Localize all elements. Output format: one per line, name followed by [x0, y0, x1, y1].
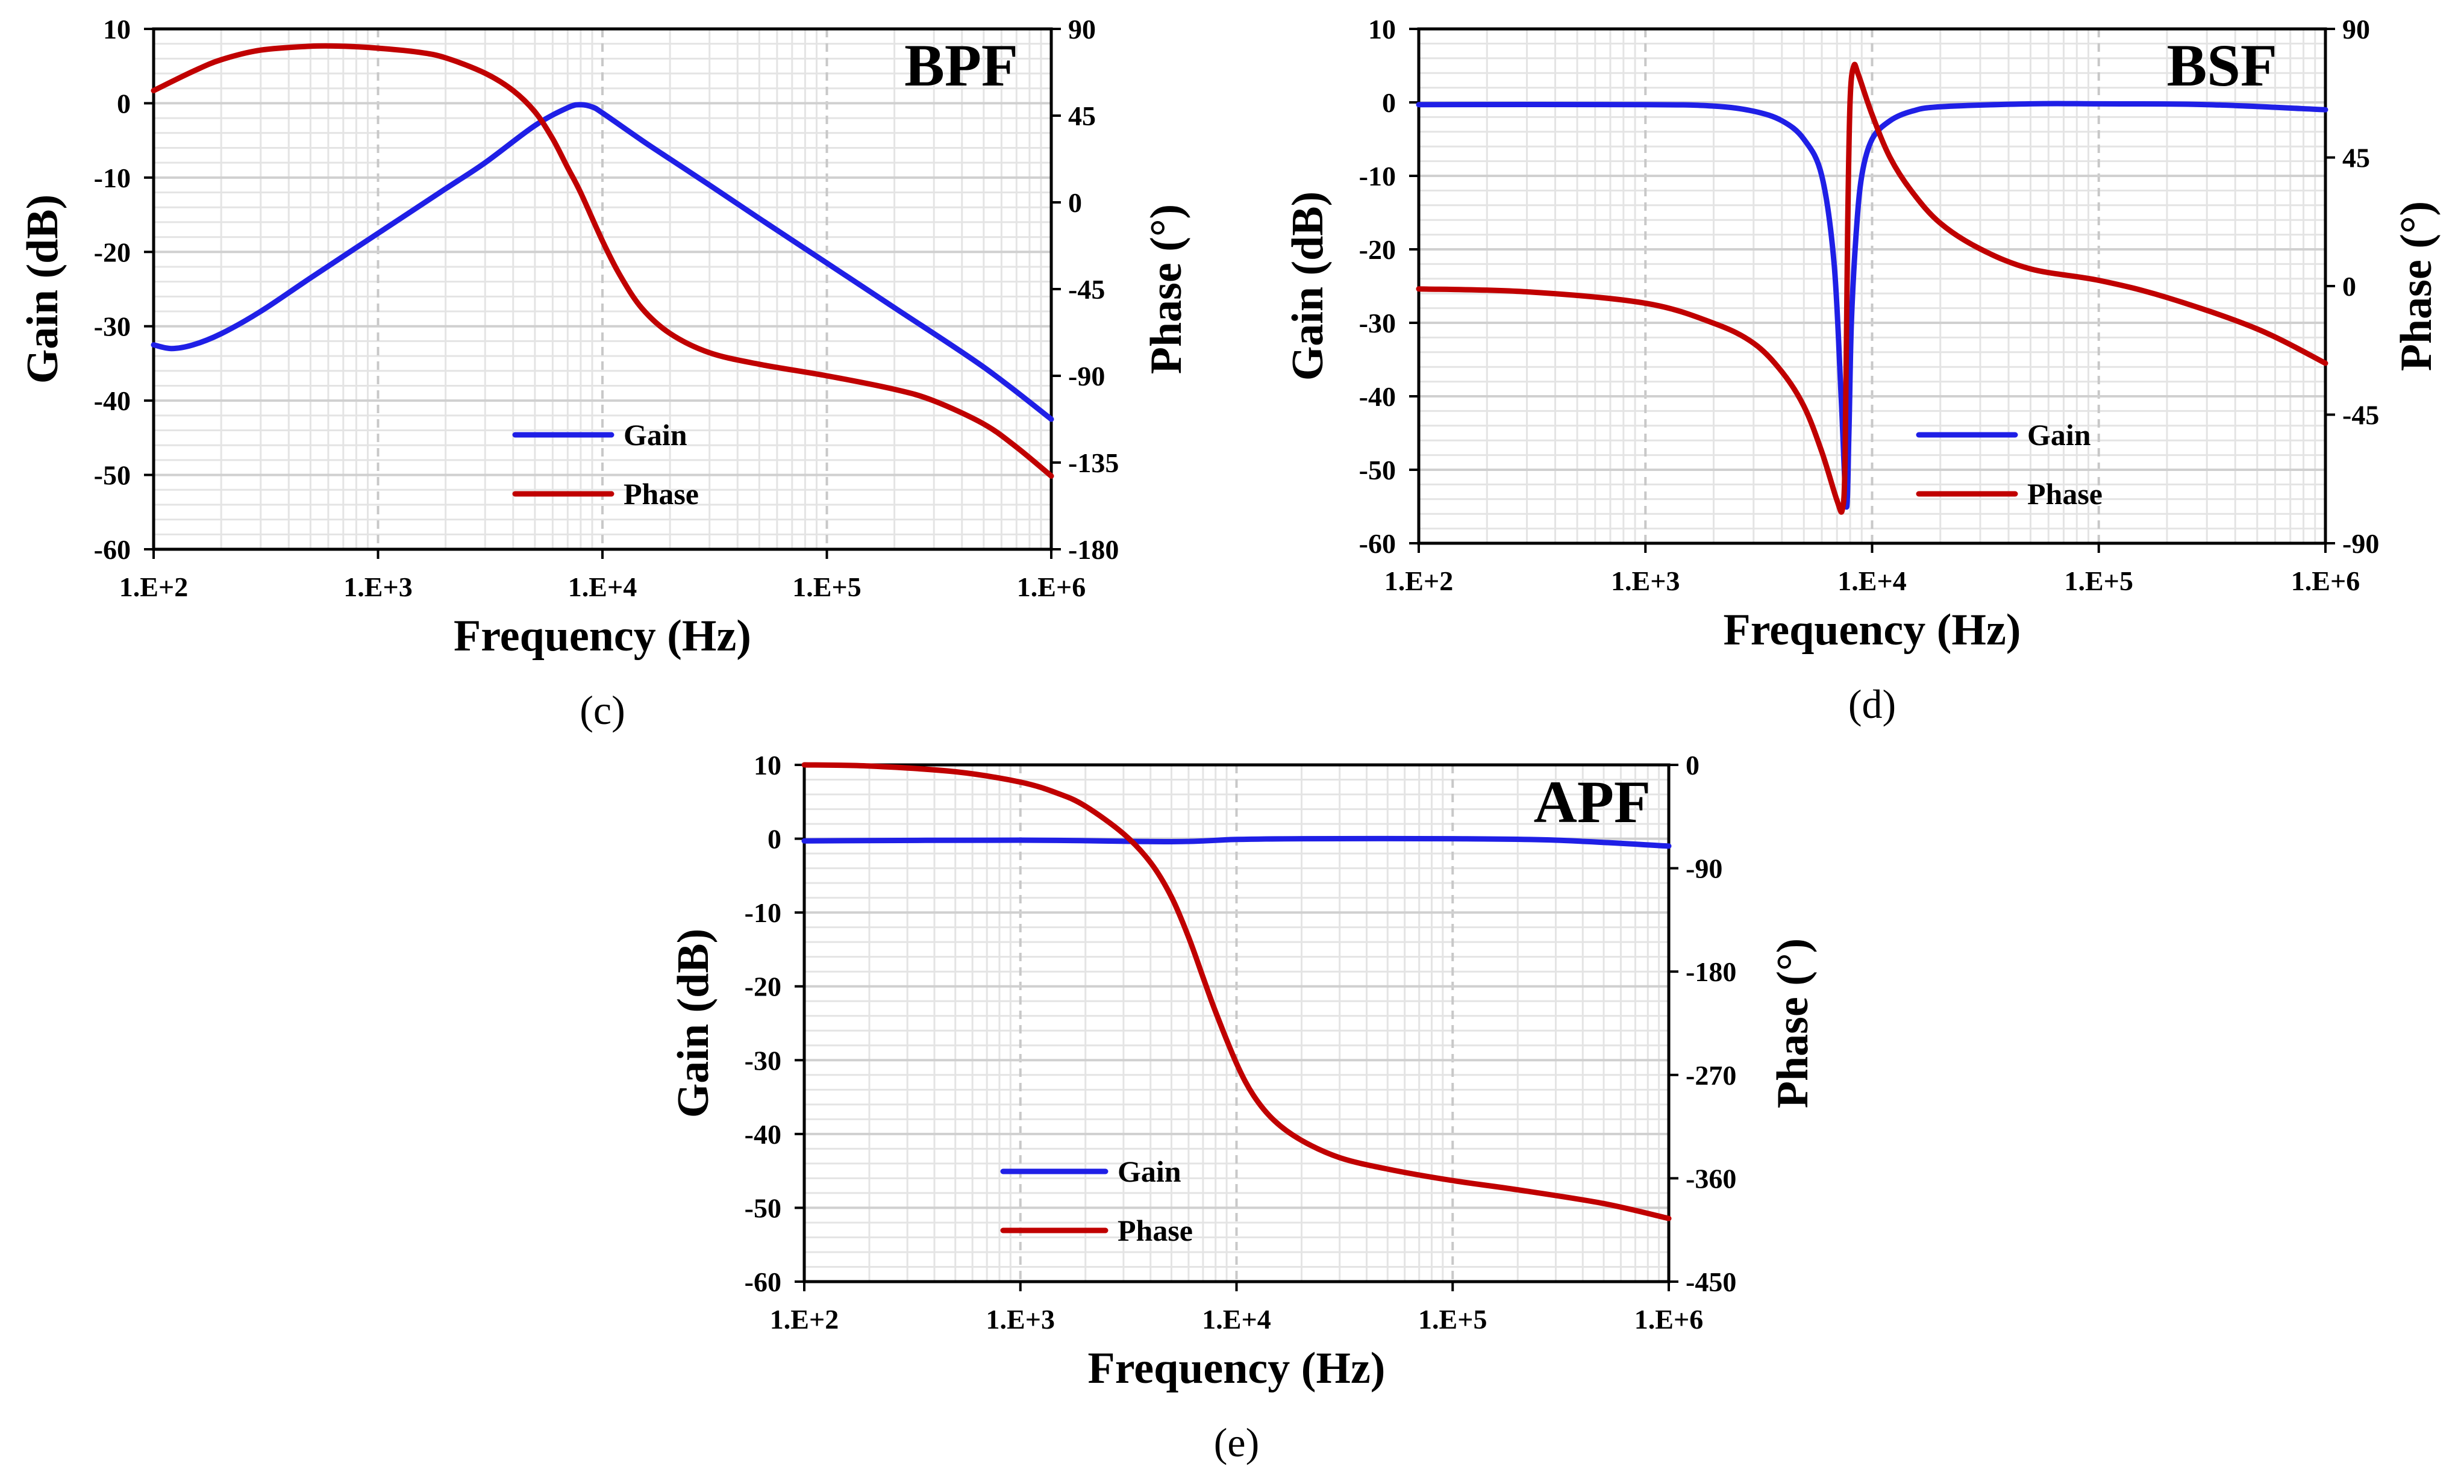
y-tick-label: -10 — [745, 897, 781, 928]
legend-label-gain: Gain — [1118, 1155, 1181, 1188]
y-tick-label: -20 — [94, 237, 131, 267]
panel-title: BPF — [904, 32, 1018, 99]
x-tick-label: 1.E+2 — [1384, 566, 1453, 596]
y2-tick-label: 0 — [2342, 271, 2356, 302]
y-tick-label: -10 — [1359, 161, 1396, 192]
panel-title: BSF — [2167, 32, 2277, 99]
y2-tick-label: 90 — [1068, 14, 1096, 45]
panel-caption: (d) — [1848, 681, 1896, 727]
y2-axis-label: Phase (°) — [2392, 201, 2441, 371]
y-tick-label: -40 — [94, 385, 131, 416]
y-tick-label: -50 — [745, 1192, 781, 1223]
y-tick-label: 0 — [117, 88, 131, 119]
x-tick-label: 1.E+2 — [119, 572, 188, 602]
x-tick-label: 1.E+5 — [1418, 1304, 1487, 1335]
panel-caption: (c) — [580, 687, 625, 733]
y-axis-label: Gain (dB) — [18, 195, 67, 384]
panel-c: 1.E+2 1.E+3 1.E+4 1.E+5 1.E+6 10 0 -10 -20 -30 -40… — [18, 14, 1191, 733]
y2-tick-label: -90 — [2342, 528, 2379, 559]
legend-label-phase: Phase — [1118, 1214, 1193, 1247]
y-tick-label: 10 — [754, 750, 781, 781]
x-tick-label: 1.E+5 — [2065, 566, 2133, 596]
y-tick-label: -50 — [94, 460, 131, 491]
y-tick-label: 0 — [768, 824, 781, 855]
x-tick-label: 1.E+4 — [568, 572, 637, 602]
legend-label-gain: Gain — [624, 418, 687, 452]
y-tick-label: -60 — [1359, 528, 1396, 559]
y2-tick-label: 45 — [1068, 101, 1096, 131]
series-line-gain — [151, 102, 1054, 422]
y-tick-label: -60 — [94, 534, 131, 565]
x-tick-label: 1.E+3 — [986, 1304, 1055, 1335]
y-tick-label: -20 — [745, 971, 781, 1002]
legend-label-phase: Phase — [2027, 477, 2103, 511]
x-tick-label: 1.E+6 — [2291, 566, 2360, 596]
y2-axis-label: Phase (°) — [1142, 204, 1191, 374]
series-line-gain — [1416, 101, 2328, 510]
x-axis-label: Frequency (Hz) — [1724, 605, 2021, 655]
x-tick-label: 1.E+3 — [343, 572, 412, 602]
x-tick-label: 1.E+2 — [770, 1304, 839, 1335]
panel-e: 1.E+2 1.E+3 1.E+4 1.E+5 1.E+6 10 0 -10 -20 -30 -40… — [669, 750, 1818, 1465]
y2-tick-label: -45 — [2342, 400, 2379, 431]
y2-axis-label: Phase (°) — [1768, 938, 1818, 1108]
y2-tick-label: -90 — [1686, 853, 1722, 884]
x-tick-label: 1.E+4 — [1202, 1304, 1271, 1335]
y2-tick-label: -45 — [1068, 274, 1105, 305]
y2-tick-label: -180 — [1686, 956, 1736, 987]
series-line-phase — [1416, 61, 2328, 515]
y-tick-label: -40 — [1359, 381, 1396, 412]
x-tick-label: 1.E+4 — [1837, 566, 1906, 596]
y-tick-label: -20 — [1359, 234, 1396, 265]
y-tick-label: -30 — [745, 1045, 781, 1076]
y-tick-label: -30 — [94, 311, 131, 342]
y-tick-label: -30 — [1359, 308, 1396, 338]
x-axis-label: Frequency (Hz) — [454, 611, 751, 661]
panel-caption: (e) — [1214, 1420, 1259, 1465]
y2-tick-label: -180 — [1068, 534, 1119, 565]
x-tick-label: 1.E+5 — [792, 572, 861, 602]
y-tick-label: -60 — [745, 1267, 781, 1297]
y2-tick-label: -135 — [1068, 447, 1119, 478]
y2-tick-label: -90 — [1068, 361, 1105, 391]
y2-tick-label: -450 — [1686, 1267, 1736, 1297]
y-tick-label: -40 — [745, 1119, 781, 1150]
y2-tick-label: 45 — [2342, 143, 2370, 173]
series-line-phase — [151, 43, 1054, 479]
y2-tick-label: 90 — [2342, 14, 2370, 45]
panel-d: 1.E+2 1.E+3 1.E+4 1.E+5 1.E+6 10 0 -10 -20 -30 -40… — [1283, 14, 2441, 727]
y2-tick-label: -360 — [1686, 1163, 1736, 1194]
y-axis-label: Gain (dB) — [669, 929, 718, 1118]
y-tick-label: -50 — [1359, 455, 1396, 485]
panel-title: APF — [1534, 768, 1651, 835]
series-line-phase — [801, 762, 1672, 1221]
y-axis-label: Gain (dB) — [1283, 192, 1333, 381]
legend-label-phase: Phase — [624, 477, 699, 511]
x-axis-label: Frequency (Hz) — [1088, 1344, 1386, 1393]
y-tick-label: 10 — [103, 14, 131, 45]
y2-tick-label: -270 — [1686, 1060, 1736, 1091]
y-tick-label: -10 — [94, 163, 131, 193]
y-tick-label: 10 — [1368, 14, 1396, 45]
series-line-gain — [801, 835, 1672, 849]
y2-tick-label: 0 — [1068, 187, 1082, 218]
legend-label-gain: Gain — [2027, 418, 2091, 452]
y2-tick-label: 0 — [1686, 750, 1699, 781]
x-tick-label: 1.E+6 — [1017, 572, 1086, 602]
x-tick-label: 1.E+3 — [1611, 566, 1680, 596]
x-tick-label: 1.E+6 — [1634, 1304, 1703, 1335]
y-tick-label: 0 — [1382, 87, 1396, 118]
